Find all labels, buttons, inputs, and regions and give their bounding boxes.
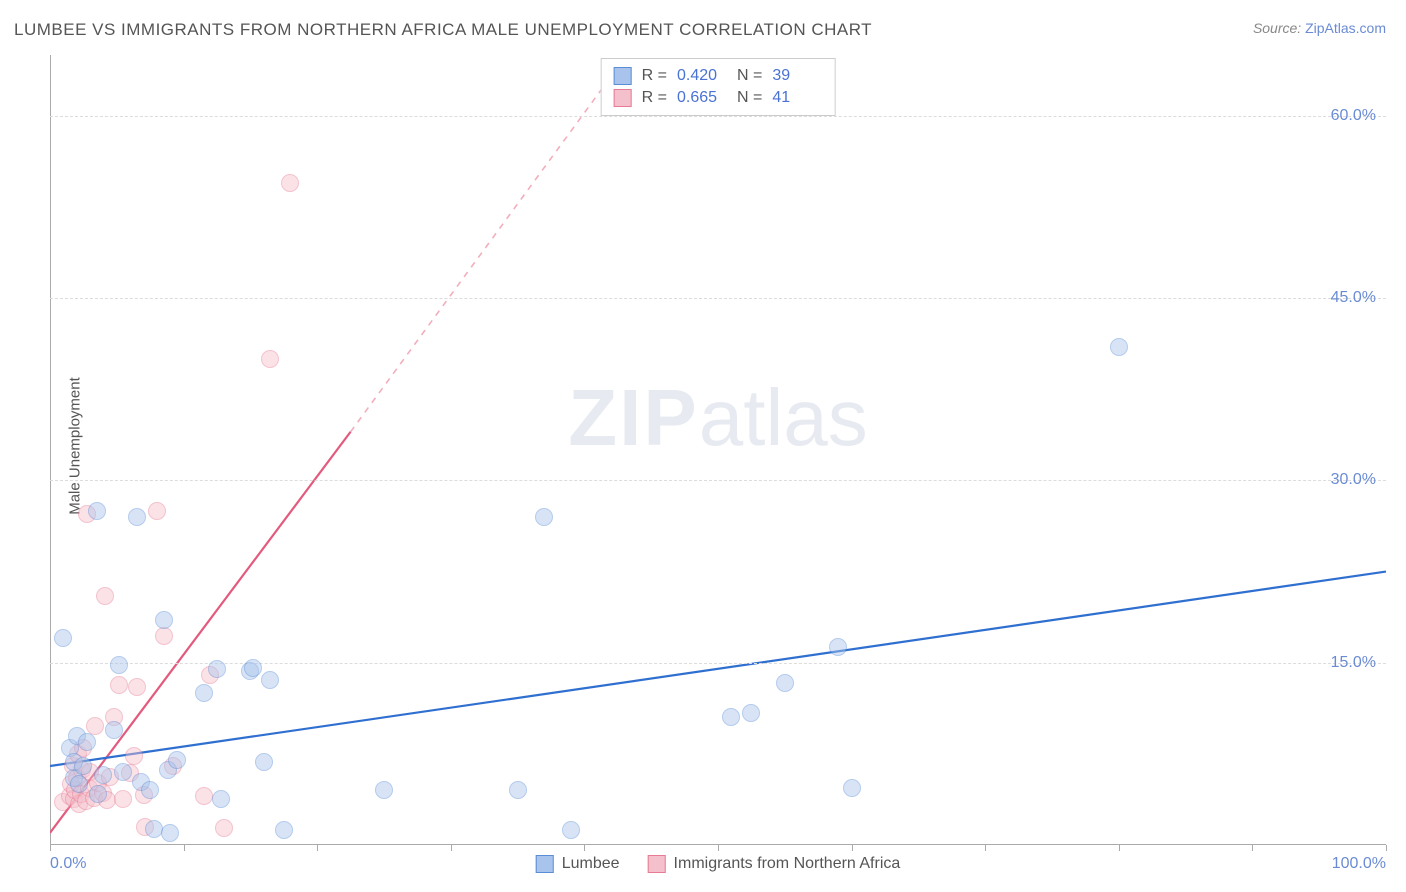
watermark-zip: ZIP xyxy=(568,373,698,462)
series-legend-label-naf: Immigrants from Northern Africa xyxy=(674,855,901,873)
legend-swatch-naf xyxy=(614,89,632,107)
legend-swatch-lumbee xyxy=(536,855,554,873)
x-tick xyxy=(718,845,719,851)
scatter-point-naf xyxy=(215,819,233,837)
scatter-point-lumbee xyxy=(168,751,186,769)
scatter-point-lumbee xyxy=(208,660,226,678)
scatter-point-lumbee xyxy=(155,611,173,629)
watermark-atlas: atlas xyxy=(699,373,868,462)
scatter-point-lumbee xyxy=(829,638,847,656)
legend-swatch-naf xyxy=(648,855,666,873)
scatter-point-naf xyxy=(114,790,132,808)
scatter-point-lumbee xyxy=(70,775,88,793)
scatter-point-lumbee xyxy=(261,671,279,689)
scatter-point-lumbee xyxy=(843,779,861,797)
x-tick xyxy=(451,845,452,851)
x-tick-label: 100.0% xyxy=(1332,855,1386,873)
scatter-point-lumbee xyxy=(195,684,213,702)
scatter-point-naf xyxy=(195,787,213,805)
correlation-legend-row-lumbee: R = 0.420 N = 39 xyxy=(614,65,823,87)
x-tick xyxy=(584,845,585,851)
scatter-point-lumbee xyxy=(244,659,262,677)
scatter-point-lumbee xyxy=(88,502,106,520)
source-link[interactable]: ZipAtlas.com xyxy=(1305,20,1386,36)
scatter-point-lumbee xyxy=(722,708,740,726)
y-gridline xyxy=(50,116,1386,117)
trend-line xyxy=(351,67,618,432)
x-tick xyxy=(184,845,185,851)
scatter-point-naf xyxy=(110,676,128,694)
scatter-point-lumbee xyxy=(110,656,128,674)
y-tick-label: 30.0% xyxy=(1331,471,1376,489)
legend-r-value-lumbee: 0.420 xyxy=(677,67,727,85)
scatter-point-naf xyxy=(96,587,114,605)
source-prefix: Source: xyxy=(1253,20,1305,36)
source-attribution: Source: ZipAtlas.com xyxy=(1253,20,1386,36)
x-tick xyxy=(1252,845,1253,851)
legend-n-label: N = xyxy=(737,89,762,107)
scatter-point-lumbee xyxy=(105,721,123,739)
series-legend-label-lumbee: Lumbee xyxy=(562,855,620,873)
y-tick-label: 15.0% xyxy=(1331,654,1376,672)
scatter-point-lumbee xyxy=(562,821,580,839)
scatter-point-lumbee xyxy=(776,674,794,692)
scatter-point-lumbee xyxy=(509,781,527,799)
scatter-point-lumbee xyxy=(145,820,163,838)
chart-container: LUMBEE VS IMMIGRANTS FROM NORTHERN AFRIC… xyxy=(0,0,1406,892)
scatter-point-lumbee xyxy=(212,790,230,808)
scatter-point-naf xyxy=(281,174,299,192)
scatter-point-lumbee xyxy=(54,629,72,647)
scatter-point-naf xyxy=(261,350,279,368)
scatter-point-lumbee xyxy=(78,733,96,751)
legend-n-value-lumbee: 39 xyxy=(772,67,822,85)
watermark: ZIPatlas xyxy=(568,372,867,464)
x-tick xyxy=(852,845,853,851)
series-legend-item-lumbee: Lumbee xyxy=(536,855,620,873)
scatter-point-lumbee xyxy=(742,704,760,722)
scatter-point-lumbee xyxy=(74,757,92,775)
correlation-legend: R = 0.420 N = 39 R = 0.665 N = 41 xyxy=(601,58,836,116)
legend-swatch-lumbee xyxy=(614,67,632,85)
scatter-point-lumbee xyxy=(275,821,293,839)
series-legend-item-naf: Immigrants from Northern Africa xyxy=(648,855,901,873)
x-tick xyxy=(317,845,318,851)
x-tick xyxy=(985,845,986,851)
scatter-point-lumbee xyxy=(161,824,179,842)
series-legend: Lumbee Immigrants from Northern Africa xyxy=(536,855,901,873)
chart-title: LUMBEE VS IMMIGRANTS FROM NORTHERN AFRIC… xyxy=(14,20,872,40)
x-tick xyxy=(50,845,51,851)
y-gridline xyxy=(50,298,1386,299)
y-tick-label: 60.0% xyxy=(1331,107,1376,125)
scatter-point-lumbee xyxy=(141,781,159,799)
scatter-point-lumbee xyxy=(535,508,553,526)
legend-r-label: R = xyxy=(642,89,667,107)
scatter-point-naf xyxy=(148,502,166,520)
y-tick-label: 45.0% xyxy=(1331,289,1376,307)
scatter-point-lumbee xyxy=(114,763,132,781)
scatter-point-naf xyxy=(128,678,146,696)
scatter-point-lumbee xyxy=(89,785,107,803)
scatter-point-naf xyxy=(155,627,173,645)
y-axis-line xyxy=(50,55,51,845)
scatter-point-lumbee xyxy=(94,766,112,784)
correlation-legend-row-naf: R = 0.665 N = 41 xyxy=(614,87,823,109)
x-tick-label: 0.0% xyxy=(50,855,86,873)
trend-lines-svg xyxy=(50,55,1386,845)
legend-r-label: R = xyxy=(642,67,667,85)
plot-area: ZIPatlas R = 0.420 N = 39 R = 0.665 N = … xyxy=(50,55,1386,845)
x-tick xyxy=(1119,845,1120,851)
scatter-point-lumbee xyxy=(255,753,273,771)
scatter-point-lumbee xyxy=(1110,338,1128,356)
scatter-point-lumbee xyxy=(375,781,393,799)
legend-n-value-naf: 41 xyxy=(772,89,822,107)
y-gridline xyxy=(50,480,1386,481)
x-tick xyxy=(1386,845,1387,851)
scatter-point-lumbee xyxy=(128,508,146,526)
scatter-point-naf xyxy=(125,747,143,765)
legend-n-label: N = xyxy=(737,67,762,85)
legend-r-value-naf: 0.665 xyxy=(677,89,727,107)
